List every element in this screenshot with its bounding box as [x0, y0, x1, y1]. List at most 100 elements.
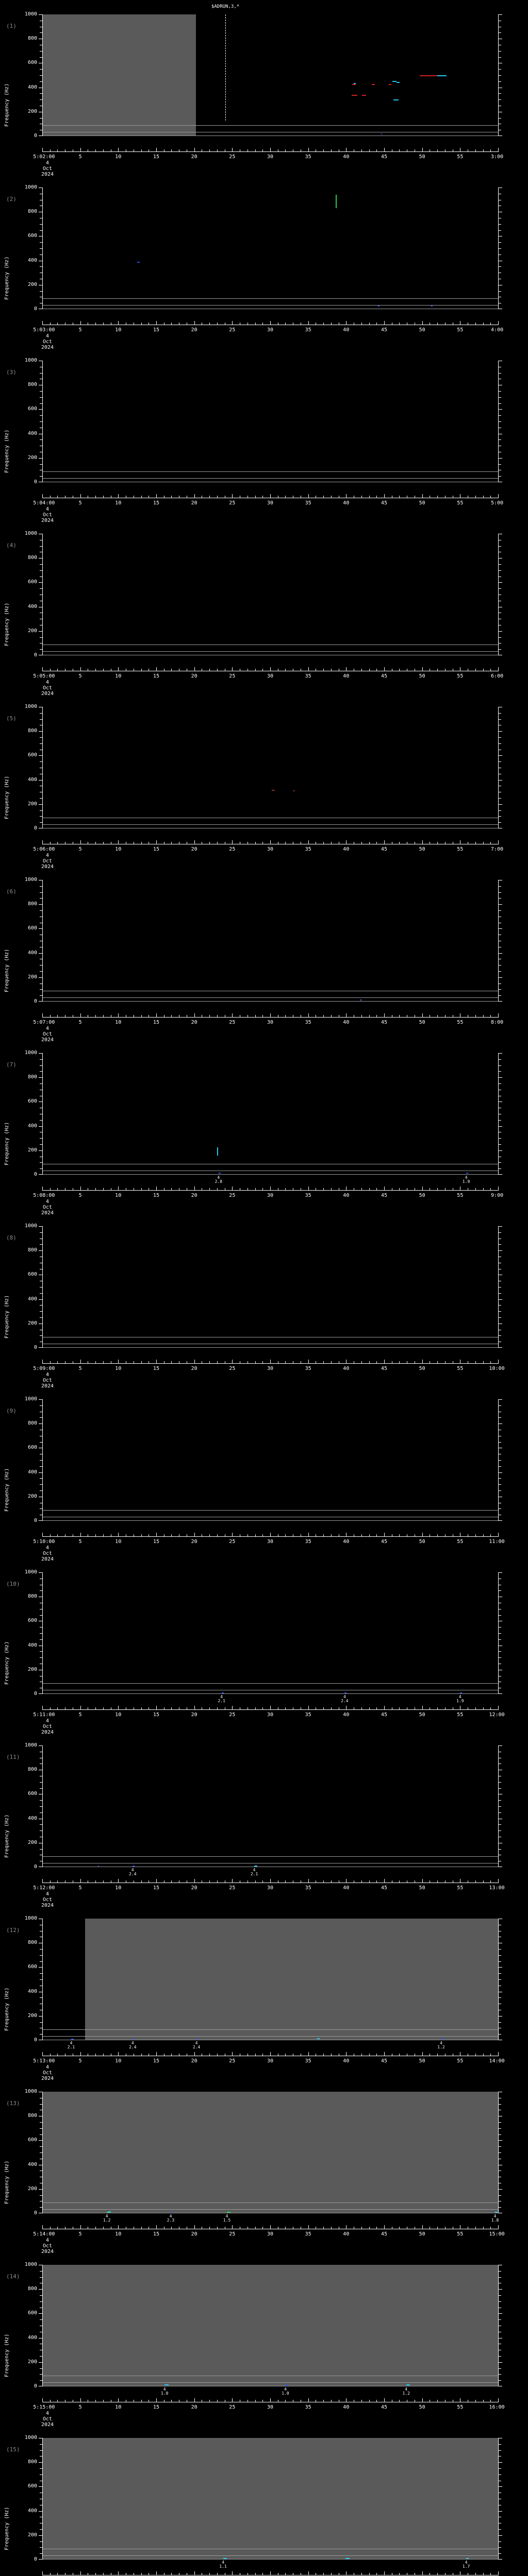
x-axis-tick [194, 494, 195, 498]
x-axis-tick-label: 50 [419, 1020, 425, 1025]
y-axis-spine-right [498, 880, 502, 1002]
x-axis-tick [437, 1534, 438, 1536]
y-tick-label: 200 [27, 974, 37, 980]
x-axis-tick [498, 1706, 499, 1709]
y-axis-tick [39, 1423, 42, 1425]
detection-annotation: 4 1.2 [103, 2214, 110, 2223]
y-axis-tick [40, 886, 42, 887]
detection-annotation-id: 4 [405, 2387, 408, 2392]
x-axis-tick [95, 496, 96, 498]
y-axis-tick [40, 2301, 42, 2302]
x-axis-tick [308, 840, 309, 844]
y-axis-tick [39, 1520, 42, 1521]
x-axis-tick [498, 1187, 499, 1190]
x-axis-tick [118, 2225, 119, 2229]
x-axis-tick [331, 496, 332, 498]
x-axis-tick-label: 40 [343, 1366, 350, 1371]
x-axis-date-label: 4 Oct 2024 [32, 2411, 63, 2428]
x-axis-date-label: 4 Oct 2024 [32, 506, 63, 523]
y-axis-tick [39, 582, 42, 583]
y-axis-tick [499, 2374, 501, 2375]
x-axis-tick-label: 55 [457, 1539, 464, 1545]
x-axis-tick [285, 496, 286, 498]
x-axis-tick-label: 55 [457, 2231, 464, 2237]
y-axis-spine-right [498, 534, 502, 655]
x-axis-tick [80, 2571, 81, 2575]
x-axis-tick-label: 25 [229, 2058, 236, 2064]
y-axis-tick [499, 2140, 502, 2141]
x-axis-tick [103, 669, 104, 671]
spectrogram-plot-area[interactable] [42, 1919, 498, 2040]
spectrogram-plot-area[interactable] [42, 880, 498, 1002]
y-axis-tick [499, 1782, 501, 1783]
frequency-guide-line [42, 1347, 498, 1348]
x-axis-tick [255, 1707, 256, 1709]
x-axis-tick [369, 2227, 370, 2229]
y-axis-tick [499, 977, 502, 978]
y-tick-label: 1000 [24, 1223, 37, 1229]
x-axis-tick [475, 2400, 476, 2402]
y-axis-tick [499, 1126, 502, 1127]
x-axis-tick [171, 1880, 172, 1883]
x-axis-tick [437, 496, 438, 498]
y-axis-tick [499, 2207, 501, 2208]
x-axis-tick-label: 5:10:00 [33, 1539, 55, 1545]
x-axis-tick-label: 45 [381, 1539, 388, 1545]
x-axis-tick-label: 20 [191, 327, 197, 333]
y-tick-label: 200 [27, 1147, 37, 1153]
x-axis-tick [422, 1706, 423, 1709]
x-axis-tick-label: 20 [191, 1366, 197, 1371]
x-axis-tick [483, 496, 484, 498]
spectrogram-plot-area[interactable] [42, 2438, 498, 2560]
y-axis-tick [499, 1144, 501, 1145]
x-axis-line [42, 148, 499, 152]
x-axis-tick-label: 7:00 [491, 846, 504, 852]
y-axis-tick [40, 2468, 42, 2469]
x-axis-tick [498, 2398, 499, 2402]
spectrogram-plot-area[interactable] [42, 361, 498, 482]
x-axis-tick [141, 323, 142, 325]
y-axis-tick [499, 2104, 501, 2105]
y-axis-tick [40, 588, 42, 589]
x-axis-tick [323, 1880, 324, 1883]
x-axis-tick [285, 669, 286, 671]
spectrogram-plot-area[interactable] [42, 188, 498, 309]
y-axis-tick [39, 779, 42, 781]
y-axis-tick [499, 1053, 502, 1054]
event-annotation-text: $ADRUN,3,* [211, 4, 240, 9]
detection-mark [133, 2038, 135, 2040]
spectrogram-plot-area[interactable] [42, 1745, 498, 1867]
x-axis-tick [422, 2052, 423, 2056]
spectrogram-plot-area[interactable] [42, 1572, 498, 1694]
y-axis-tick [499, 1633, 501, 1634]
spectrogram-plot-area[interactable] [42, 2092, 498, 2213]
x-axis-tick [103, 496, 104, 498]
y-axis-spine-left [39, 534, 43, 655]
x-axis-tick [437, 323, 438, 325]
y-axis-tick [40, 1590, 42, 1591]
spectrogram-plot-area[interactable] [42, 707, 498, 828]
detection-mark [285, 2384, 289, 2386]
spectrogram-plot-area[interactable] [42, 1399, 498, 1521]
y-tick-label: 200 [27, 1666, 37, 1672]
x-axis-tick-label: 5:12:00 [33, 1885, 55, 1891]
x-axis-tick [490, 669, 491, 671]
y-axis-tick [499, 1423, 502, 1425]
x-axis-tick [490, 149, 491, 151]
y-axis-tick [39, 1472, 42, 1473]
spectrogram-plot-area[interactable] [42, 1226, 498, 1348]
x-axis-tick-label: 30 [267, 1193, 274, 1198]
x-axis-tick-label: 20 [191, 1193, 197, 1198]
x-axis-tick-label: 20 [191, 1539, 197, 1545]
spectrogram-plot-area[interactable] [42, 534, 498, 655]
spectrogram-plot-area[interactable] [42, 14, 498, 136]
spectrogram-plot-area[interactable] [42, 2265, 498, 2386]
y-axis-tick [499, 761, 501, 762]
x-axis-tick [490, 842, 491, 844]
y-axis-tick [40, 1311, 42, 1312]
spectrogram-plot-area[interactable] [42, 1053, 498, 1175]
x-axis-tick [376, 2573, 377, 2575]
spectrogram-panel: (5) Frequency (Hz) 1000 800 600 400 200 0 5:06:0… [0, 696, 528, 870]
detection-annotation-id: 4 [131, 2041, 134, 2045]
x-axis-tick-label: 35 [305, 327, 311, 333]
